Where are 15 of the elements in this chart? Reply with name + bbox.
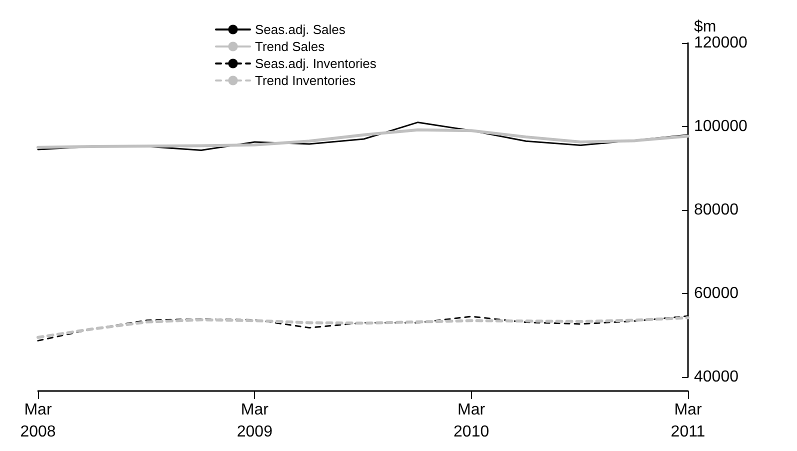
- y-axis-title: $m: [694, 18, 716, 36]
- x-tick-label: Mar 2011: [670, 402, 706, 440]
- legend-label: Seas.adj. Sales: [255, 22, 346, 37]
- y-tick-label: 100000: [694, 118, 748, 135]
- line-series: [36, 128, 690, 149]
- y-tick-label: 80000: [694, 202, 739, 218]
- x-tick-label: Mar 2010: [454, 402, 490, 440]
- y-tick-label: 120000: [694, 34, 748, 52]
- legend-label: Trend Sales: [255, 39, 326, 54]
- y-tick-label: 60000: [694, 285, 739, 302]
- x-tick-label: Mar 2009: [236, 402, 273, 440]
- legend-label: Trend Inventories: [255, 73, 356, 88]
- y-tick-label: 40000: [694, 368, 739, 386]
- legend-label: Seas.adj. Inventories: [255, 56, 377, 71]
- x-tick-label: Mar 2008: [20, 402, 56, 440]
